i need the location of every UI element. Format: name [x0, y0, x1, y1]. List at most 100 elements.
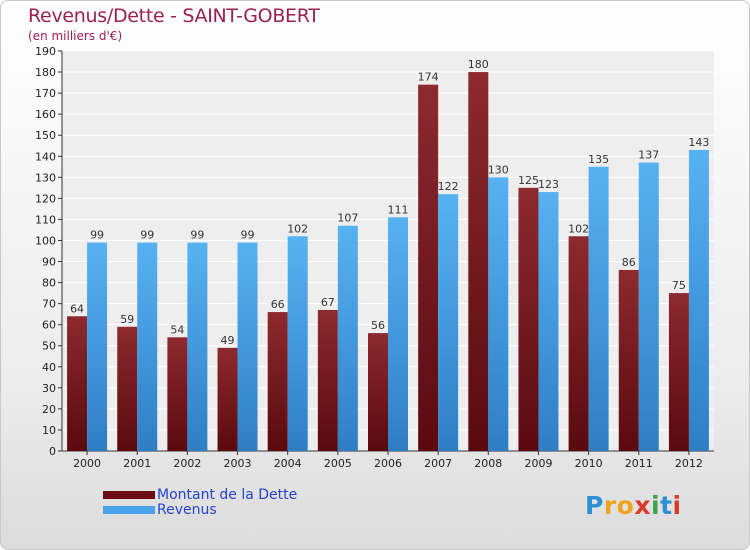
legend: Montant de la Dette Revenus: [103, 486, 298, 518]
legend-swatch-debt: [103, 490, 155, 499]
y-tick-label: 80: [42, 277, 56, 290]
data-label: 54: [170, 323, 184, 336]
proxiti-logo: Proxiti: [585, 491, 682, 520]
y-tick-label: 110: [35, 213, 56, 226]
bar-revenus: [438, 194, 459, 451]
x-tick-label: 2009: [524, 457, 552, 470]
data-label: 123: [538, 178, 559, 191]
bar-dette: [267, 312, 288, 451]
y-tick-label: 0: [49, 445, 56, 458]
bar-dette: [518, 187, 539, 451]
x-tick-label: 2010: [575, 457, 603, 470]
data-label: 75: [672, 279, 686, 292]
data-label: 180: [468, 58, 489, 71]
x-tick-label: 2004: [274, 457, 302, 470]
logo-letter: P: [585, 491, 604, 520]
x-tick-label: 2002: [173, 457, 201, 470]
y-tick-label: 120: [35, 192, 56, 205]
y-tick-label: 70: [42, 298, 56, 311]
bar-revenus: [538, 192, 559, 452]
data-label: 67: [321, 296, 335, 309]
bar-dette: [217, 347, 238, 451]
logo-letter: x: [634, 491, 651, 520]
x-tick-label: 2011: [625, 457, 653, 470]
chart-title: Revenus/Dette - SAINT-GOBERT: [28, 5, 320, 27]
y-tick-label: 100: [35, 234, 56, 247]
x-tick-label: 2012: [675, 457, 703, 470]
data-label: 107: [337, 212, 358, 225]
x-tick-label: 2000: [73, 457, 101, 470]
bar-revenus: [488, 177, 509, 451]
legend-label-debt: Montant de la Dette: [157, 486, 298, 503]
bar-revenus: [87, 242, 108, 451]
data-label: 99: [241, 229, 255, 242]
bar-revenus: [137, 242, 158, 451]
data-label: 99: [140, 229, 154, 242]
y-tick-label: 20: [42, 403, 56, 416]
y-tick-label: 90: [42, 256, 56, 269]
y-tick-label: 10: [42, 424, 56, 437]
bar-dette: [167, 337, 188, 451]
legend-label-revenue: Revenus: [157, 501, 217, 518]
bar-dette: [67, 316, 88, 451]
data-label: 122: [438, 180, 459, 193]
bar-dette: [418, 84, 439, 452]
y-tick-label: 150: [35, 129, 56, 142]
y-tick-label: 160: [35, 108, 56, 121]
y-tick-label: 140: [35, 150, 56, 163]
bar-dette: [668, 293, 689, 451]
logo-letter: i: [672, 491, 682, 520]
bar-dette: [368, 333, 388, 451]
data-label: 59: [120, 313, 134, 326]
y-tick-label: 30: [42, 382, 56, 395]
data-label: 125: [518, 174, 539, 187]
bar-dette: [568, 236, 589, 451]
data-label: 143: [688, 136, 709, 149]
x-tick-label: 2008: [474, 457, 502, 470]
data-label: 130: [488, 163, 509, 176]
y-tick-label: 180: [35, 66, 56, 79]
chart-subtitle: (en milliers d'€): [28, 29, 123, 43]
bar-revenus: [287, 236, 308, 451]
data-label: 102: [568, 222, 589, 235]
data-label: 49: [221, 334, 235, 347]
bar-revenus: [237, 242, 258, 451]
y-tick-label: 60: [42, 319, 56, 332]
bar-revenus: [187, 242, 208, 451]
x-tick-label: 2006: [374, 457, 402, 470]
bar-dette: [317, 309, 338, 451]
data-label: 135: [588, 153, 609, 166]
x-tick-label: 2003: [224, 457, 252, 470]
y-tick-label: 40: [42, 361, 56, 374]
legend-item-revenue: Revenus: [103, 501, 297, 518]
bar-revenus: [388, 217, 408, 451]
logo-letter: o: [616, 491, 635, 520]
logo-letter: t: [660, 491, 673, 520]
x-tick-label: 2001: [123, 457, 151, 470]
data-label: 86: [622, 256, 636, 269]
data-label: 174: [418, 71, 439, 84]
logo-letter: i: [651, 491, 661, 520]
y-tick-label: 170: [35, 87, 56, 100]
data-label: 56: [371, 319, 385, 332]
bar-revenus: [638, 162, 659, 451]
x-tick-label: 2007: [424, 457, 452, 470]
bar-dette: [117, 326, 138, 451]
bar-dette: [468, 72, 489, 451]
data-label: 64: [70, 302, 84, 315]
data-label: 102: [287, 222, 308, 235]
y-tick-label: 130: [35, 171, 56, 184]
data-label: 66: [271, 298, 285, 311]
bar-dette: [618, 269, 639, 451]
bar-revenus: [588, 166, 609, 451]
legend-swatch-revenue: [103, 505, 155, 514]
data-label: 99: [190, 229, 204, 242]
x-tick-label: 2005: [324, 457, 352, 470]
bar-revenus: [337, 225, 358, 451]
logo-letter: r: [603, 491, 617, 520]
data-label: 99: [90, 229, 104, 242]
y-tick-label: 190: [35, 45, 56, 58]
y-tick-label: 50: [42, 340, 56, 353]
